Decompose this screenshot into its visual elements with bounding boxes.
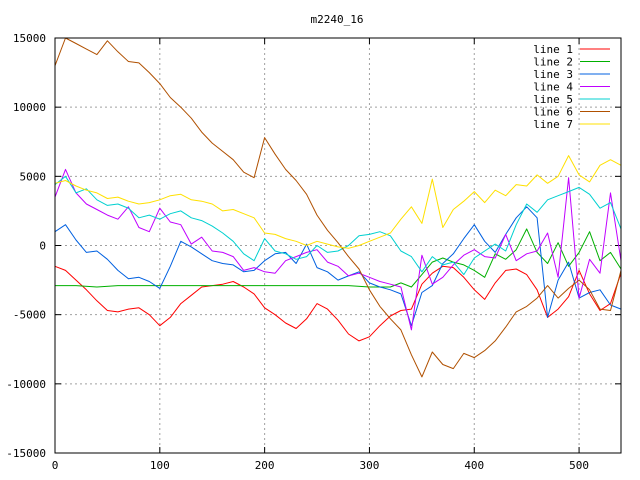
series-line-2 [55, 228, 622, 288]
chart-grid [55, 38, 621, 453]
series-line-6 [54, 37, 622, 378]
chart-axes: 0 100 200 300 400 500 -15000 -10000 -5000 0 5000 10… [6, 32, 621, 472]
y-tick-label: 0 [39, 240, 46, 253]
y-tick-label: 15000 [13, 32, 46, 45]
legend-label: line 2 [533, 56, 573, 69]
series-line-7 [54, 155, 622, 249]
series-line-4 [54, 168, 622, 331]
y-tick-label: 5000 [20, 170, 47, 183]
x-tick-label: 400 [464, 459, 484, 472]
legend-label: line 6 [533, 106, 573, 119]
x-tick-label: 0 [52, 459, 59, 472]
plot-frame [54, 37, 622, 454]
chart-title: m2240_16 [311, 13, 364, 26]
x-tick-label: 200 [255, 459, 275, 472]
plot-area [54, 37, 622, 378]
y-tick-label: 10000 [13, 101, 46, 114]
series-line-3 [54, 206, 622, 327]
x-tick-label: 300 [360, 459, 380, 472]
legend-label: line 1 [533, 43, 573, 56]
legend-label: line 5 [533, 93, 573, 106]
y-tick-label: -10000 [6, 378, 46, 391]
y-tick-label: -5000 [13, 309, 46, 322]
series-line-5 [54, 175, 622, 276]
legend-label: line 3 [533, 68, 573, 81]
legend-label: line 7 [533, 118, 573, 131]
y-tick-label: -15000 [6, 447, 46, 460]
x-tick-label: 100 [150, 459, 170, 472]
x-tick-label: 500 [569, 459, 589, 472]
legend-label: line 4 [533, 81, 573, 94]
series-line-1 [54, 265, 622, 342]
